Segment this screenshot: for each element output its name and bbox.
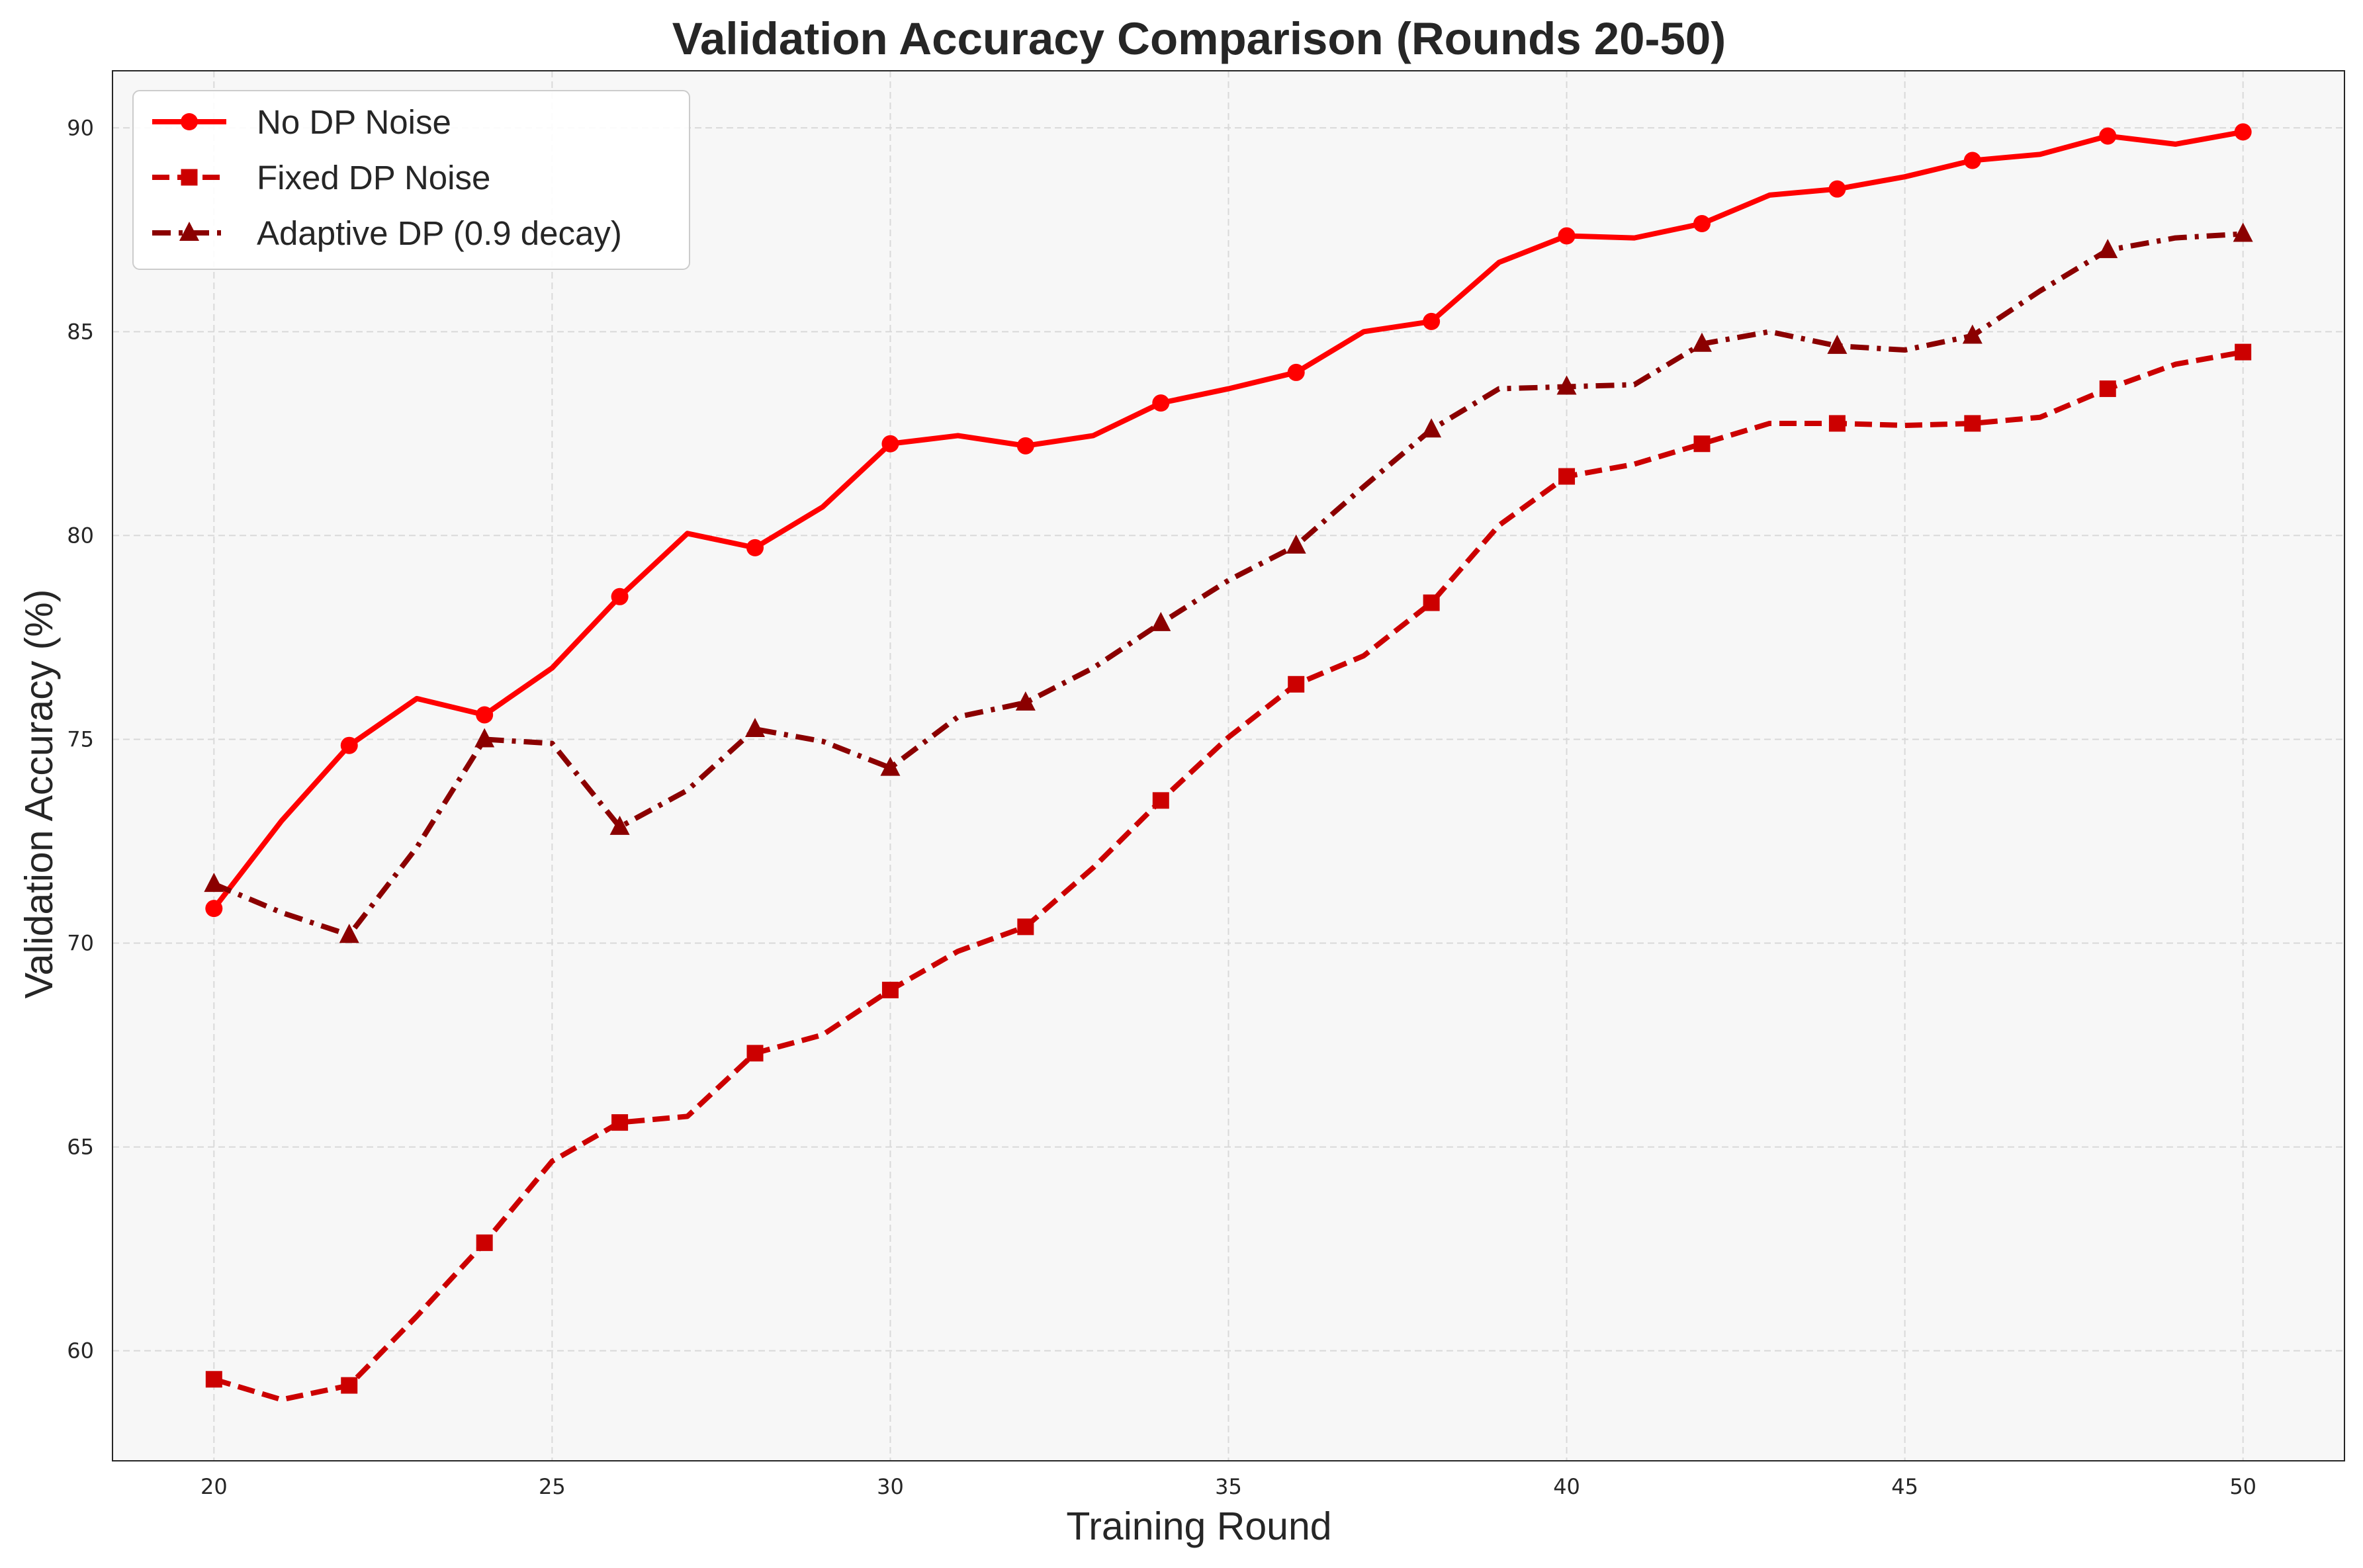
plot-area [112, 70, 2345, 1461]
data-point-marker [1286, 534, 1306, 554]
data-point-marker [2099, 380, 2116, 398]
y-tick-label: 60 [67, 1338, 94, 1364]
x-axis-ticks: 20 25 30 35 40 45 50 [201, 1474, 2256, 1499]
data-point-marker [1827, 334, 1848, 354]
data-point-marker [1828, 415, 1846, 432]
data-point-marker [1151, 611, 1171, 631]
data-point-marker [340, 736, 358, 754]
data-point-marker [1962, 324, 1983, 344]
y-tick-label: 80 [67, 523, 94, 548]
legend-box [132, 90, 690, 270]
data-point-marker [476, 706, 494, 724]
y-tick-label: 70 [67, 931, 94, 956]
data-point-marker [1423, 312, 1441, 330]
y-tick-label: 90 [67, 115, 94, 140]
y-axis-label: Validation Accuracy (%) [17, 589, 61, 999]
data-point-marker [341, 1377, 358, 1394]
data-point-marker [611, 1114, 629, 1131]
x-axis-label: Training Round [1066, 1504, 1331, 1548]
legend-marker [181, 113, 198, 130]
series-3 [204, 222, 2253, 943]
data-point-marker [1287, 363, 1305, 381]
data-point-marker [2233, 222, 2253, 242]
data-point-marker [1828, 180, 1846, 198]
x-tick-label: 35 [1215, 1474, 1242, 1499]
legend-label: Adaptive DP (0.9 decay) [257, 214, 622, 252]
y-tick-label: 85 [67, 319, 94, 344]
data-point-marker [2234, 123, 2252, 141]
data-point-marker [339, 924, 359, 943]
legend-marker [179, 222, 199, 241]
data-point-marker [609, 815, 630, 835]
data-point-marker [2235, 343, 2252, 361]
data-point-marker [1423, 594, 1440, 611]
y-tick-label: 75 [67, 726, 94, 752]
data-point-marker [1152, 394, 1170, 412]
x-tick-label: 45 [1891, 1474, 1918, 1499]
x-tick-label: 50 [2229, 1474, 2256, 1499]
y-axis-ticks: 60 65 70 75 80 85 90 [67, 115, 94, 1363]
series-line [213, 349, 2244, 1403]
data-point-marker [746, 539, 764, 556]
data-point-marker [745, 718, 766, 738]
data-point-marker [205, 900, 223, 918]
data-point-marker [1693, 435, 1711, 453]
plot-frame [112, 70, 2345, 1461]
x-tick-label: 40 [1553, 1474, 1580, 1499]
data-point-marker [1015, 691, 1036, 711]
data-point-marker [1558, 468, 1576, 485]
data-point-marker [1691, 332, 1712, 352]
series-layer [204, 123, 2253, 1403]
data-point-marker [1558, 227, 1576, 245]
legend-label: Fixed DP Noise [257, 159, 490, 196]
x-tick-label: 30 [877, 1474, 904, 1499]
data-point-marker [204, 873, 224, 893]
legend-label: No DP Noise [257, 103, 451, 141]
data-point-marker [1152, 792, 1169, 809]
legend: No DP Noise Fixed DP Noise Adaptive DP (0.… [132, 90, 690, 270]
data-point-marker [1017, 918, 1034, 936]
data-point-marker [1693, 215, 1711, 233]
y-tick-label: 65 [67, 1135, 94, 1160]
data-point-marker [1421, 418, 1442, 438]
series-line [212, 129, 2244, 910]
data-point-marker [474, 728, 495, 748]
x-tick-label: 25 [539, 1474, 566, 1499]
data-point-marker [881, 981, 899, 998]
data-point-marker [205, 1371, 222, 1388]
data-point-marker [2099, 127, 2117, 145]
series-line [212, 231, 2243, 938]
series-2 [205, 343, 2252, 1403]
series-1 [205, 123, 2252, 918]
data-point-marker [881, 435, 899, 453]
legend-marker [181, 169, 198, 186]
data-point-marker [1288, 675, 1305, 693]
data-point-marker [1016, 437, 1034, 455]
chart-title: Validation Accuracy Comparison (Rounds 2… [672, 13, 1726, 64]
data-point-marker [611, 588, 629, 605]
data-point-marker [1964, 415, 1981, 432]
data-point-marker [880, 756, 901, 776]
data-point-marker [1556, 375, 1577, 395]
data-point-marker [2098, 239, 2118, 259]
data-point-marker [476, 1234, 493, 1251]
data-point-marker [746, 1045, 764, 1062]
x-tick-label: 20 [201, 1474, 228, 1499]
data-point-marker [1963, 152, 1981, 169]
